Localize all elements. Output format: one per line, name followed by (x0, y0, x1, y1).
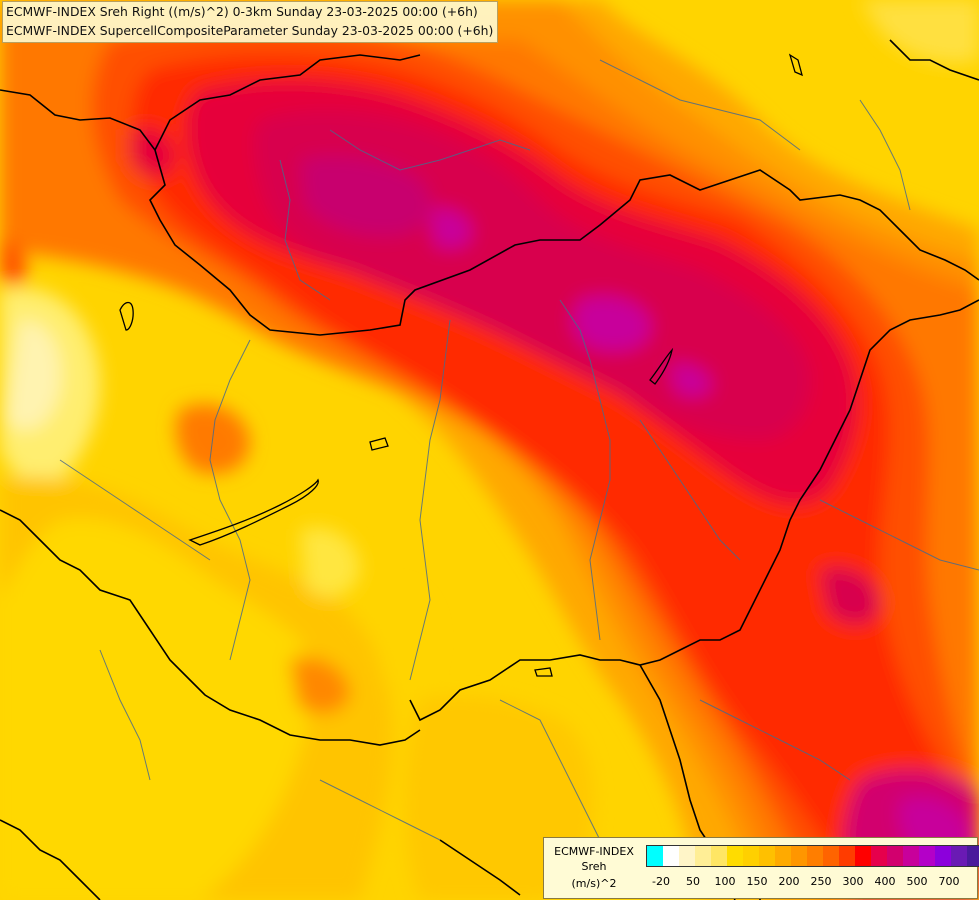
legend-swatch (887, 846, 903, 866)
legend-tick-label: 500 (906, 875, 928, 888)
country-borders (0, 39, 979, 900)
legend-tick-label: 300 (842, 875, 864, 888)
legend-swatch (935, 846, 951, 866)
title-line-sreh: ECMWF-INDEX Sreh Right ((m/s)^2) 0-3km S… (6, 4, 478, 19)
legend-swatch (951, 846, 967, 866)
title-line-supercell: ECMWF-INDEX SupercellCompositeParameter … (6, 22, 494, 38)
legend-swatch (919, 846, 935, 866)
legend-swatch (967, 846, 979, 866)
legend-model: ECMWF-INDEX (554, 845, 634, 858)
legend-tick-label: 250 (810, 875, 832, 888)
legend-swatch (807, 846, 823, 866)
legend-tick-label: 100 (714, 875, 736, 888)
legend-swatch (791, 846, 807, 866)
legend-swatch (871, 846, 887, 866)
legend-tick-label: 400 (874, 875, 896, 888)
legend-unit: (m/s)^2 (571, 877, 617, 890)
legend-swatch (727, 846, 743, 866)
map-title-box: ECMWF-INDEX Sreh Right ((m/s)^2) 0-3km S… (2, 1, 499, 43)
legend-tick-label: 150 (746, 875, 768, 888)
legend-swatch (695, 846, 711, 866)
legend-tick-label: -20 (652, 875, 670, 888)
legend-swatch (679, 846, 695, 866)
legend-variable: Sreh (581, 860, 607, 873)
lake-outlines (119, 53, 803, 677)
legend-tick-label: 200 (778, 875, 800, 888)
legend-swatch (647, 846, 663, 866)
legend-color-scale (646, 845, 979, 867)
legend-swatch (903, 846, 919, 866)
legend-swatch (663, 846, 679, 866)
legend-swatch (855, 846, 871, 866)
legend-tick-label: 700 (938, 875, 960, 888)
legend-swatch (711, 846, 727, 866)
region-lines (59, 59, 979, 841)
legend-swatch (775, 846, 791, 866)
legend-swatch (759, 846, 775, 866)
legend-swatch (823, 846, 839, 866)
legend-tick-label: 50 (686, 875, 700, 888)
legend-swatch (743, 846, 759, 866)
legend-swatch (839, 846, 855, 866)
color-legend: ECMWF-INDEX Sreh (m/s)^2 -20 50 100 150 200 2… (543, 837, 979, 899)
